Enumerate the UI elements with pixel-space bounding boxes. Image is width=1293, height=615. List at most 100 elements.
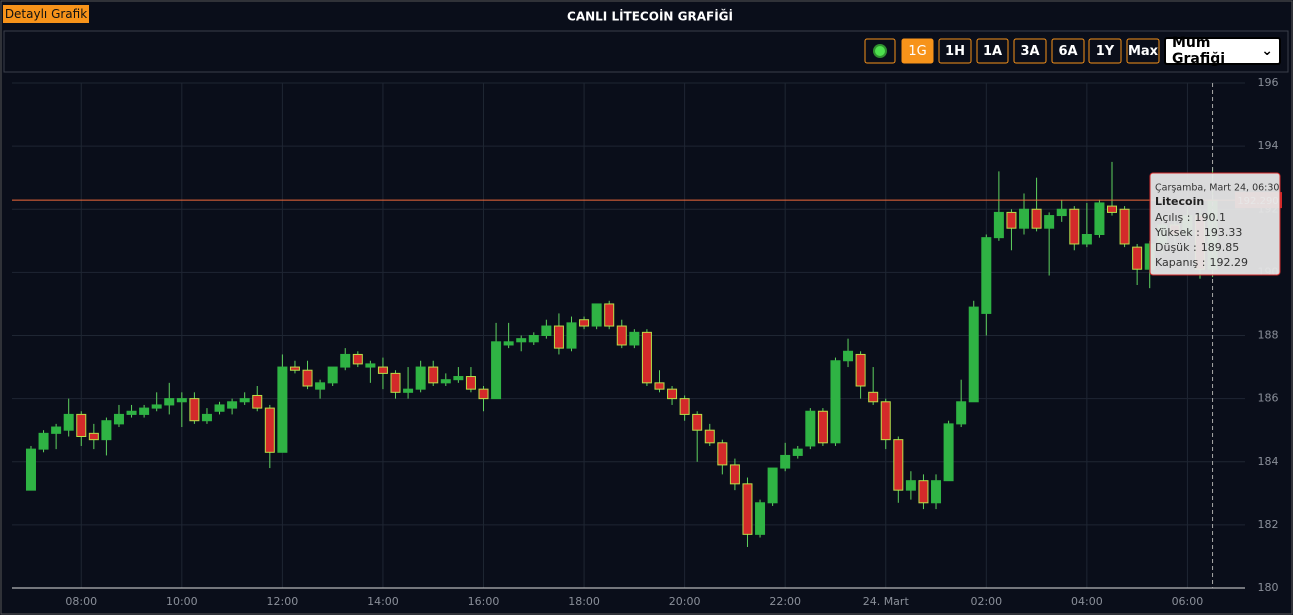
chart-type-select[interactable]: Mum Grafiği ⌄ <box>1164 35 1281 67</box>
candle-body <box>453 376 464 381</box>
candle-body <box>164 398 175 406</box>
candle-body <box>327 366 338 384</box>
detail-tab-label[interactable]: Detaylı Grafik <box>5 7 87 21</box>
y-tick-label: 180 <box>1258 581 1279 594</box>
x-tick-label: 16:00 <box>468 595 500 608</box>
range-button-label[interactable]: 1H <box>945 44 965 59</box>
select-arrow: ⌄ <box>1261 43 1273 59</box>
range-button[interactable] <box>1088 38 1122 64</box>
candle-body <box>516 338 527 343</box>
range-button-label[interactable]: 3A <box>1020 44 1039 59</box>
candle-body <box>717 442 728 466</box>
candle-body <box>352 353 363 365</box>
toolbar <box>3 30 1289 73</box>
x-tick-label: 04:00 <box>1071 595 1103 608</box>
range-button[interactable] <box>901 38 934 64</box>
range-button[interactable] <box>1126 38 1160 64</box>
candle-body <box>541 325 552 336</box>
detail-tab[interactable] <box>3 5 89 23</box>
candle-body <box>641 331 652 384</box>
range-button-label[interactable]: 1Y <box>1096 44 1115 59</box>
candle-body <box>905 480 916 491</box>
range-button[interactable] <box>976 38 1009 64</box>
live-button[interactable] <box>864 38 896 64</box>
candle-body <box>465 376 476 390</box>
live-dot-inner <box>875 46 885 56</box>
y-tick-label: 186 <box>1258 392 1279 405</box>
tooltip-date: Çarşamba, Mart 24, 06:30 <box>1155 183 1279 194</box>
candle-body <box>579 319 590 327</box>
candle-body <box>943 423 954 482</box>
candle-body <box>377 366 388 374</box>
candle-body <box>968 306 979 403</box>
select-label[interactable]: Mum Grafiği <box>1172 35 1226 67</box>
candle-body <box>76 413 87 437</box>
candle-body <box>1031 208 1042 229</box>
candle-body <box>428 366 439 384</box>
candle-body <box>591 303 602 327</box>
tooltip-row: Kapanış : 192.29 <box>1155 256 1248 269</box>
tooltip-series: Litecoin <box>1155 195 1204 208</box>
candle-body <box>1081 234 1092 245</box>
candle-body <box>1044 215 1055 229</box>
tooltip-row-label: Kapanış : <box>1155 256 1205 269</box>
range-button-label[interactable]: 6A <box>1058 44 1077 59</box>
candle-body <box>692 413 703 431</box>
candle-body <box>88 432 99 441</box>
tooltip-row: Açılış : 190.1 <box>1155 211 1226 224</box>
candle-body <box>742 483 753 535</box>
x-tick-label: 10:00 <box>166 595 198 608</box>
candle-body <box>679 398 690 415</box>
range-button-label[interactable]: 1A <box>983 44 1002 59</box>
candle-body <box>340 353 351 368</box>
candle-body <box>729 464 740 485</box>
candle-body <box>855 353 866 387</box>
candle-body <box>38 432 49 450</box>
candle-body <box>931 480 942 504</box>
candle-body <box>289 366 300 371</box>
tooltip-row: Yüksek : 193.33 <box>1154 226 1242 239</box>
tooltip-row-value: 192.29 <box>1209 256 1248 269</box>
candle-body <box>214 404 225 412</box>
candle-body <box>868 391 879 403</box>
x-tick-label: 06:00 <box>1172 595 1204 608</box>
range-button-label[interactable]: Max <box>1128 44 1159 59</box>
x-tick-label: 14:00 <box>367 595 399 608</box>
candle-body <box>566 322 577 349</box>
candle-body <box>440 379 451 384</box>
candle-body <box>302 369 313 387</box>
candle-body <box>365 363 376 368</box>
candle-body <box>755 502 766 535</box>
tooltip-row-value: 189.85 <box>1201 241 1240 254</box>
candle-body <box>176 398 187 403</box>
candle-body <box>503 341 514 346</box>
range-button[interactable] <box>1013 38 1047 64</box>
candle-body <box>616 325 627 346</box>
range-button-label[interactable]: 1G <box>908 44 926 59</box>
candle-body <box>528 335 539 343</box>
candle-body <box>792 448 803 456</box>
candle-body <box>63 413 74 431</box>
candle-body <box>189 398 200 422</box>
candle-body <box>1006 211 1017 229</box>
tooltip-row: Düşük : 189.85 <box>1155 241 1239 254</box>
candle-body <box>315 382 326 390</box>
candle-body <box>201 413 212 422</box>
candle-body <box>805 410 816 447</box>
candle-body <box>227 401 238 409</box>
candle-body <box>151 404 162 409</box>
x-tick-label: 18:00 <box>568 595 600 608</box>
y-tick-label: 184 <box>1258 455 1279 468</box>
range-button[interactable] <box>938 38 972 64</box>
y-tick-label: 182 <box>1258 518 1279 531</box>
x-tick-label: 08:00 <box>65 595 97 608</box>
candle-body <box>704 429 715 444</box>
candle-body <box>1132 246 1143 270</box>
candle-body <box>956 401 967 425</box>
range-button[interactable] <box>1051 38 1085 64</box>
candle-body <box>478 388 489 400</box>
tooltip-row-label: Yüksek : <box>1154 226 1200 239</box>
candle-body <box>767 467 778 504</box>
